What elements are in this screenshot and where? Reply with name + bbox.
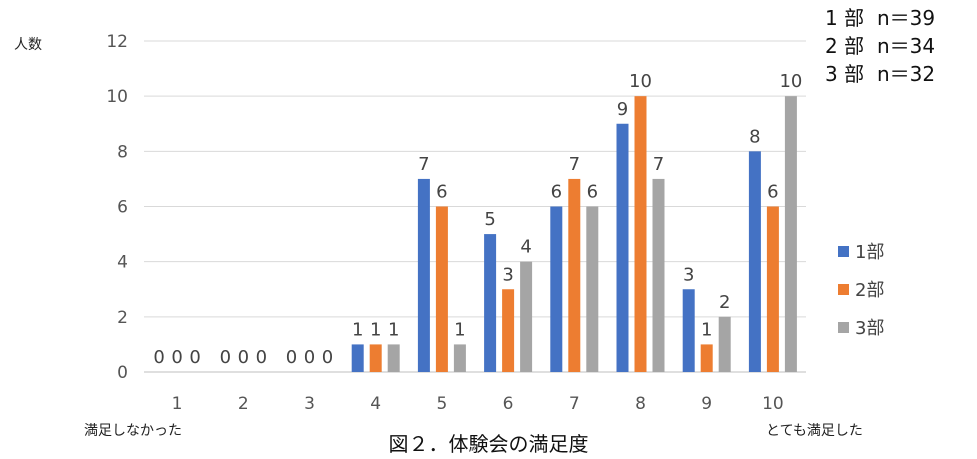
bar (652, 178, 665, 372)
group-n: n＝34 (877, 34, 936, 58)
data-label: 7 (653, 154, 664, 175)
data-label: 3 (683, 264, 694, 285)
legend-swatch (838, 283, 849, 295)
legend: 1部 2部 3部 (838, 232, 884, 346)
bar (502, 289, 515, 372)
y-tick-label: 12 (106, 32, 128, 52)
x-tick-label: 8 (635, 394, 646, 414)
sample-size-row: 1 部 n＝39 (825, 4, 963, 32)
group-name: 2 部 (825, 34, 865, 58)
x-tick-label: 1 (172, 394, 183, 414)
bar (351, 344, 364, 372)
group-n: n＝39 (877, 6, 936, 30)
x-tick-label: 4 (370, 394, 381, 414)
x-tick-label: 2 (238, 394, 249, 414)
bar (453, 344, 466, 372)
y-tick-label: 10 (106, 87, 128, 107)
bar (700, 344, 713, 372)
data-label: 0 (238, 347, 249, 368)
data-label: 0 (256, 347, 267, 368)
data-label: 1 (370, 319, 381, 340)
data-label: 6 (436, 182, 447, 203)
data-label: 0 (220, 347, 231, 368)
data-label: 10 (779, 71, 802, 92)
bar (520, 261, 533, 372)
gridlines (144, 40, 806, 373)
bar (369, 344, 382, 372)
data-label: 0 (171, 347, 182, 368)
data-label: 9 (617, 99, 628, 120)
bar (634, 96, 647, 373)
data-label: 1 (701, 319, 712, 340)
chart-title: 図２．体験会の満足度 (388, 432, 589, 456)
bars (351, 96, 797, 373)
bar (435, 206, 448, 372)
data-label: 5 (484, 209, 495, 230)
data-label: 0 (304, 347, 315, 368)
bar (748, 151, 761, 372)
data-label: 1 (454, 319, 465, 340)
legend-item-3: 3部 (838, 308, 884, 346)
group-n: n＝32 (877, 62, 936, 86)
y-axis-label: 人数 (14, 37, 42, 53)
legend-swatch (838, 245, 849, 257)
sample-size-row: 3 部 n＝32 (825, 60, 963, 88)
sample-size-list: 1 部 n＝39 2 部 n＝34 3 部 n＝32 (825, 4, 963, 88)
scale-high-annotation: とても満足した (766, 423, 863, 439)
bar (484, 234, 497, 372)
data-label: 3 (502, 264, 513, 285)
scale-low-annotation: 満足しなかった (84, 423, 182, 439)
data-label: 0 (322, 347, 333, 368)
x-tick-label: 9 (701, 394, 712, 414)
bar (417, 178, 430, 372)
bar (784, 96, 797, 373)
y-tick-label: 6 (117, 198, 128, 218)
legend-item-2: 2部 (838, 270, 884, 308)
legend-item-1: 1部 (838, 232, 884, 270)
y-axis-ticks: 0 2 4 6 8 10 12 (106, 32, 128, 383)
x-tick-label: 7 (569, 394, 580, 414)
data-label: 0 (153, 347, 164, 368)
x-tick-label: 3 (304, 394, 315, 414)
bar (718, 316, 731, 372)
x-axis-ticks: 1 2 3 4 5 6 7 8 9 10 (172, 394, 784, 414)
legend-label: 3部 (855, 318, 885, 339)
data-label: 0 (189, 347, 200, 368)
x-tick-label: 6 (503, 394, 514, 414)
bar (550, 206, 563, 372)
bar (387, 344, 400, 372)
y-tick-label: 0 (117, 363, 128, 383)
y-tick-label: 8 (117, 142, 128, 162)
data-label: 1 (388, 319, 399, 340)
x-tick-label: 10 (762, 394, 784, 414)
data-label: 0 (286, 347, 297, 368)
data-label: 2 (719, 292, 730, 313)
data-label: 6 (767, 182, 778, 203)
bar (568, 178, 581, 372)
bar (616, 123, 629, 372)
bar (586, 206, 599, 372)
legend-label: 1部 (855, 242, 885, 263)
data-label: 7 (569, 154, 580, 175)
bar (682, 289, 695, 372)
data-label: 8 (749, 126, 760, 147)
sample-size-row: 2 部 n＝34 (825, 32, 963, 60)
bar (766, 206, 779, 372)
data-label: 10 (629, 71, 652, 92)
x-tick-label: 5 (436, 394, 447, 414)
y-tick-label: 4 (117, 253, 128, 273)
legend-label: 2部 (855, 280, 885, 301)
group-name: 3 部 (825, 62, 865, 86)
group-name: 1 部 (825, 6, 865, 30)
data-label: 6 (551, 182, 562, 203)
data-label: 1 (352, 319, 363, 340)
y-tick-label: 2 (117, 308, 128, 328)
data-label: 4 (520, 237, 531, 258)
data-label: 7 (418, 154, 429, 175)
legend-swatch (838, 321, 849, 333)
data-label: 6 (587, 182, 598, 203)
